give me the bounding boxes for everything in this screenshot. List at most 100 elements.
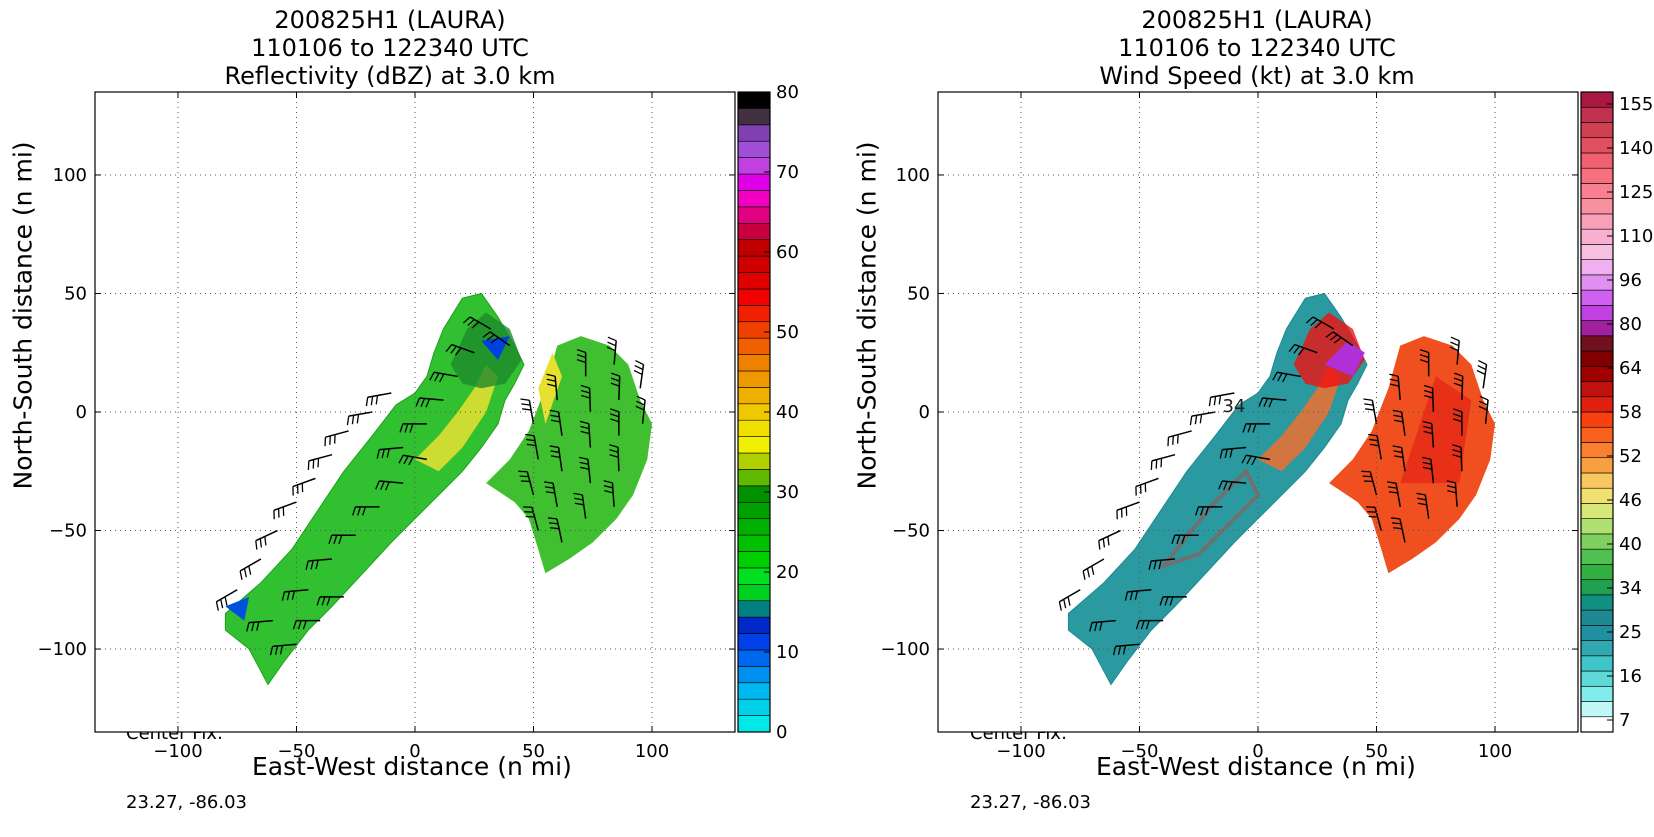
- wind-barb: [1462, 376, 1463, 400]
- colorbar-tick-label: 46: [1619, 490, 1642, 511]
- colorbar-segment: [1581, 92, 1613, 107]
- y-tick-label: −100: [881, 639, 930, 660]
- y-tick-label: 50: [907, 283, 930, 304]
- colorbar-segment: [738, 273, 770, 289]
- colorbar-segment: [1581, 656, 1613, 671]
- colorbar-tick-label: 34: [1619, 578, 1642, 599]
- wind-barb: [1433, 388, 1434, 412]
- colorbar-segment: [738, 634, 770, 650]
- wind-barb: [619, 376, 620, 400]
- colorbar-segment: [738, 437, 770, 453]
- colorbar-segment: [1581, 351, 1613, 366]
- colorbar-segment: [738, 256, 770, 272]
- colorbar-tick-label: 25: [1619, 622, 1642, 643]
- colorbar-tick-label: 80: [1619, 314, 1642, 335]
- x-tick-label: −50: [277, 741, 315, 762]
- colorbar-segment: [738, 453, 770, 469]
- wind-barb: [1461, 447, 1462, 471]
- colorbar-segment: [1581, 549, 1613, 564]
- colorbar-segment: [1581, 702, 1613, 717]
- colorbar-tick-label: 40: [1619, 534, 1642, 555]
- colorbar-tick-label: 64: [1619, 358, 1642, 379]
- y-tick-label: 0: [76, 402, 87, 423]
- colorbar-segment: [738, 125, 770, 141]
- x-tick-label: 50: [522, 741, 545, 762]
- colorbar-tick-label: 16: [1619, 666, 1642, 687]
- colorbar-segment: [738, 371, 770, 387]
- colorbar-tick-label: 155: [1619, 94, 1653, 115]
- colorbar-segment: [738, 551, 770, 567]
- colorbar-segment: [1581, 397, 1613, 412]
- x-tick-label: −50: [1120, 741, 1158, 762]
- y-tick-label: 0: [919, 402, 930, 423]
- x-tick-label: 0: [409, 741, 420, 762]
- colorbar-segment: [1581, 153, 1613, 168]
- colorbar-tick-label: 50: [776, 322, 799, 343]
- colorbar-segment: [1581, 595, 1613, 610]
- colorbar-segment: [1581, 260, 1613, 275]
- colorbar-tick-label: 125: [1619, 182, 1653, 203]
- colorbar-tick-label: 60: [776, 242, 799, 263]
- colorbar-segment: [1581, 366, 1613, 381]
- colorbar-segment: [1581, 671, 1613, 686]
- colorbar-segment: [1581, 610, 1613, 625]
- colorbar-segment: [738, 207, 770, 223]
- reflectivity-center-fix-value: 23.27, -86.03: [126, 791, 247, 814]
- colorbar-segment: [1581, 138, 1613, 153]
- colorbar-segment: [738, 519, 770, 535]
- colorbar-tick-label: 96: [1619, 270, 1642, 291]
- wind-barb: [590, 388, 591, 412]
- colorbar-tick-label: 10: [776, 642, 799, 663]
- colorbar-segment: [1581, 321, 1613, 336]
- colorbar-segment: [1581, 122, 1613, 137]
- colorbar-segment: [738, 420, 770, 436]
- colorbar-tick-label: 58: [1619, 402, 1642, 423]
- colorbar-tick-label: 20: [776, 562, 799, 583]
- colorbar-segment: [738, 92, 770, 108]
- colorbar-segment: [738, 322, 770, 338]
- colorbar-segment: [1581, 641, 1613, 656]
- colorbar-segment: [738, 666, 770, 682]
- colorbar-segment: [738, 174, 770, 190]
- y-tick-label: −50: [892, 521, 930, 542]
- colorbar-tick-label: 30: [776, 482, 799, 503]
- colorbar-segment: [738, 240, 770, 256]
- colorbar-segment: [738, 716, 770, 732]
- chart-canvas: −100 −50 0 50 100 −100 −50 0 50 100 0 10 20 30 40 50 60 7…: [0, 0, 1654, 787]
- y-tick-label: −100: [38, 639, 87, 660]
- windspeed-center-fix-value: 23.27, -86.03: [970, 791, 1091, 814]
- colorbar-segment: [738, 141, 770, 157]
- colorbar-tick-label: 110: [1619, 226, 1653, 247]
- colorbar-segment: [738, 699, 770, 715]
- colorbar-tick-label: 70: [776, 162, 799, 183]
- colorbar-segment: [1581, 717, 1613, 732]
- colorbar-segment: [1581, 168, 1613, 183]
- colorbar-segment: [738, 289, 770, 305]
- colorbar-segment: [738, 469, 770, 485]
- colorbar-segment: [1581, 564, 1613, 579]
- y-tick-label: 100: [53, 165, 87, 186]
- wind-barb: [618, 447, 619, 471]
- colorbar-segment: [1581, 244, 1613, 259]
- y-tick-label: −50: [49, 521, 87, 542]
- x-tick-label: −100: [996, 741, 1045, 762]
- colorbar-segment: [1581, 686, 1613, 701]
- x-tick-label: 50: [1365, 741, 1388, 762]
- contour-label: 34: [1222, 396, 1245, 417]
- colorbar-tick-label: 7: [1619, 710, 1630, 731]
- colorbar-segment: [738, 190, 770, 206]
- x-tick-label: 0: [1252, 741, 1263, 762]
- colorbar-segment: [1581, 305, 1613, 320]
- colorbar-segment: [738, 486, 770, 502]
- colorbar-segment: [1581, 580, 1613, 595]
- colorbar-segment: [1581, 290, 1613, 305]
- colorbar-segment: [738, 305, 770, 321]
- colorbar-segment: [738, 355, 770, 371]
- colorbar-tick-label: 40: [776, 402, 799, 423]
- colorbar-segment: [1581, 336, 1613, 351]
- x-tick-label: 100: [1478, 741, 1512, 762]
- colorbar-segment: [1581, 519, 1613, 534]
